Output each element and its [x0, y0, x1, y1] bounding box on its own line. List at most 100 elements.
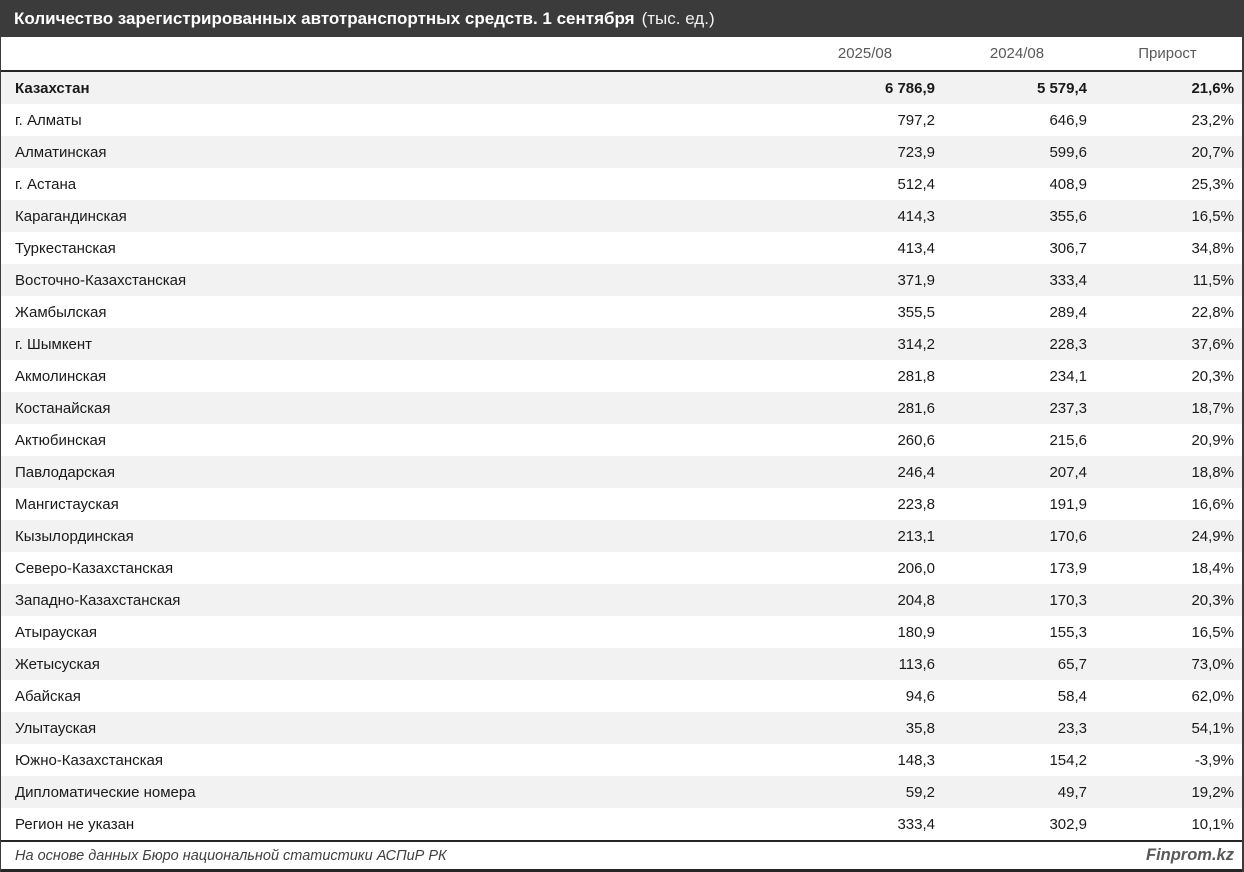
region-name-cell: г. Астана — [15, 175, 77, 193]
value-2024-cell: 237,3 — [1049, 399, 1087, 417]
value-2025-cell: 797,2 — [897, 111, 935, 129]
growth-cell: 10,1% — [1191, 815, 1234, 833]
region-name-cell: Улытауская — [15, 719, 97, 737]
value-2025-cell: 413,4 — [897, 239, 935, 257]
region-name-cell: Абайская — [15, 687, 81, 705]
growth-cell: 11,5% — [1192, 271, 1234, 289]
growth-cell: 25,3% — [1191, 175, 1234, 193]
value-2024-cell: 408,9 — [1049, 175, 1087, 193]
growth-cell: 20,7% — [1191, 143, 1234, 161]
growth-cell: 18,7% — [1191, 399, 1234, 417]
value-2024-cell: 306,7 — [1049, 239, 1087, 257]
value-2025-cell: 148,3 — [897, 751, 935, 769]
table-row: Мангистауская 223,8 191,9 16,6% — [1, 488, 1242, 520]
region-name-cell: Мангистауская — [15, 495, 119, 513]
table-row: Карагандинская 414,3 355,6 16,5% — [1, 200, 1242, 232]
column-header-2025-08: 2025/08 — [837, 45, 893, 62]
value-2024-cell: 333,4 — [1049, 271, 1087, 289]
region-name-cell: Жетысуская — [15, 655, 100, 673]
growth-cell: 54,1% — [1191, 719, 1234, 737]
value-2025-cell: 113,6 — [898, 655, 935, 673]
value-2024-cell: 23,3 — [1057, 719, 1087, 737]
value-2024-cell: 191,9 — [1049, 495, 1087, 513]
column-header-2024-08: 2024/08 — [989, 45, 1045, 62]
value-2025-cell: 723,9 — [897, 143, 935, 161]
table-row: Павлодарская 246,4 207,4 18,8% — [1, 456, 1242, 488]
table-row: Атырауская 180,9 155,3 16,5% — [1, 616, 1242, 648]
table-row: Северо-Казахстанская 206,0 173,9 18,4% — [1, 552, 1242, 584]
region-name-cell: Кызылординская — [15, 527, 134, 545]
column-header-growth: Прирост — [1138, 45, 1197, 62]
page-title-unit: (тыс. ед.) — [641, 8, 715, 28]
region-name-cell: Актюбинская — [15, 431, 106, 449]
growth-cell: 18,8% — [1191, 463, 1234, 481]
growth-cell: 34,8% — [1191, 239, 1234, 257]
value-2025-cell: 281,8 — [897, 367, 935, 385]
region-name-cell: Казахстан — [15, 79, 90, 97]
value-2025-cell: 371,9 — [897, 271, 935, 289]
value-2025-cell: 206,0 — [897, 559, 935, 577]
value-2025-cell: 414,3 — [897, 207, 935, 225]
value-2024-cell: 207,4 — [1049, 463, 1087, 481]
region-name-cell: Акмолинская — [15, 367, 107, 385]
value-2025-cell: 35,8 — [905, 719, 935, 737]
value-2024-cell: 155,3 — [1049, 623, 1087, 641]
value-2025-cell: 6 786,9 — [884, 79, 935, 97]
title-bar: Количество зарегистрированных автотрансп… — [0, 0, 1244, 37]
value-2024-cell: 289,4 — [1049, 303, 1087, 321]
value-2025-cell: 246,4 — [897, 463, 935, 481]
region-name-cell: Регион не указан — [15, 815, 135, 833]
table-row: г. Астана 512,4 408,9 25,3% — [1, 168, 1242, 200]
growth-cell: 62,0% — [1191, 687, 1234, 705]
growth-cell: 18,4% — [1191, 559, 1234, 577]
value-2024-cell: 173,9 — [1049, 559, 1087, 577]
value-2024-cell: 355,6 — [1049, 207, 1087, 225]
table-footer: На основе данных Бюро национальной стати… — [1, 840, 1242, 872]
growth-cell: 23,2% — [1191, 111, 1234, 129]
table-row: Западно-Казахстанская 204,8 170,3 20,3% — [1, 584, 1242, 616]
page-title: Количество зарегистрированных автотрансп… — [14, 8, 635, 28]
growth-cell: 24,9% — [1191, 527, 1234, 545]
growth-cell: 37,6% — [1191, 335, 1234, 353]
value-2025-cell: 333,4 — [897, 815, 935, 833]
growth-cell: 73,0% — [1191, 655, 1234, 673]
growth-cell: 16,5% — [1191, 207, 1234, 225]
region-name-cell: Алматинская — [15, 143, 107, 161]
region-name-cell: Западно-Казахстанская — [15, 591, 181, 609]
value-2025-cell: 94,6 — [905, 687, 935, 705]
growth-cell: -3,9% — [1194, 751, 1234, 769]
growth-cell: 20,9% — [1191, 431, 1234, 449]
table-row: Жамбылская 355,5 289,4 22,8% — [1, 296, 1242, 328]
table-row: Алматинская 723,9 599,6 20,7% — [1, 136, 1242, 168]
value-2025-cell: 223,8 — [897, 495, 935, 513]
region-name-cell: Восточно-Казахстанская — [15, 271, 187, 289]
table-row: Костанайская 281,6 237,3 18,7% — [1, 392, 1242, 424]
value-2025-cell: 355,5 — [897, 303, 935, 321]
finprom-logo: Finprom.kz — [1145, 846, 1234, 864]
data-source-note: На основе данных Бюро национальной стати… — [15, 847, 447, 864]
table-content: 2025/08 2024/08 Прирост Казахстан 6 786,… — [0, 37, 1244, 872]
growth-cell: 16,5% — [1191, 623, 1234, 641]
region-name-cell: Жамбылская — [15, 303, 107, 321]
growth-cell: 19,2% — [1191, 783, 1234, 801]
value-2025-cell: 314,2 — [897, 335, 935, 353]
region-name-cell: г. Алматы — [15, 111, 82, 129]
growth-cell: 21,6% — [1191, 79, 1234, 97]
table-row: Туркестанская 413,4 306,7 34,8% — [1, 232, 1242, 264]
table-row-total: Казахстан 6 786,9 5 579,4 21,6% — [1, 72, 1242, 104]
region-name-cell: Северо-Казахстанская — [15, 559, 174, 577]
value-2024-cell: 170,3 — [1049, 591, 1087, 609]
value-2025-cell: 512,4 — [897, 175, 935, 193]
value-2025-cell: 281,6 — [897, 399, 935, 417]
table-row: Южно-Казахстанская 148,3 154,2 -3,9% — [1, 744, 1242, 776]
region-name-cell: Южно-Казахстанская — [15, 751, 163, 769]
value-2025-cell: 204,8 — [897, 591, 935, 609]
value-2024-cell: 646,9 — [1049, 111, 1087, 129]
region-name-cell: Туркестанская — [15, 239, 116, 257]
table-row: Улытауская 35,8 23,3 54,1% — [1, 712, 1242, 744]
value-2025-cell: 260,6 — [897, 431, 935, 449]
table-row: Абайская 94,6 58,4 62,0% — [1, 680, 1242, 712]
growth-cell: 20,3% — [1191, 591, 1234, 609]
value-2024-cell: 302,9 — [1049, 815, 1087, 833]
table-header-row: 2025/08 2024/08 Прирост — [1, 37, 1242, 72]
